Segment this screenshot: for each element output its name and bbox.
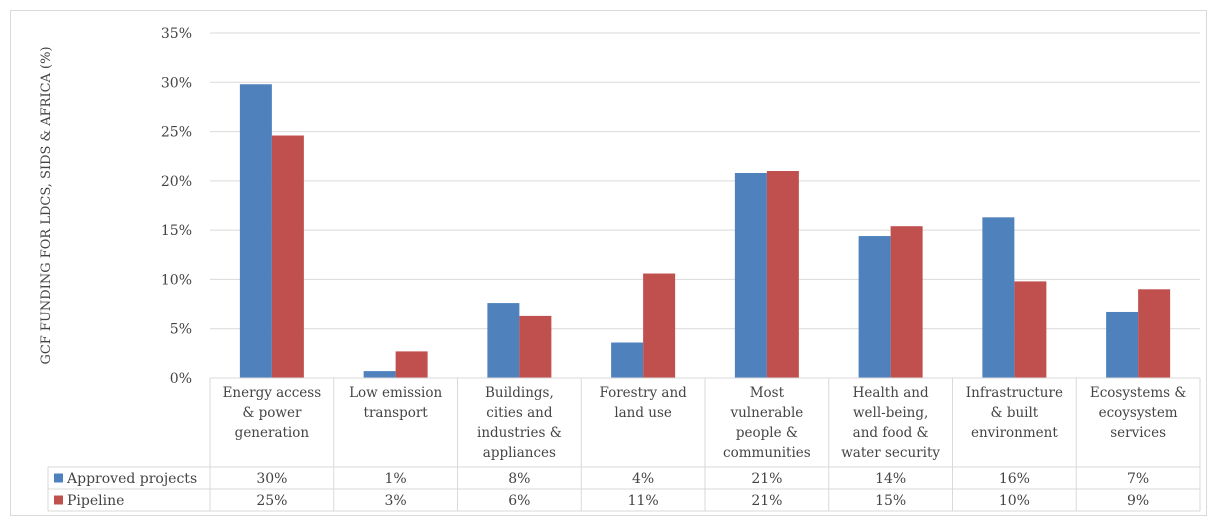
data-label: 6%: [508, 493, 530, 509]
category-label: Infrastructure & built environment: [966, 385, 1063, 441]
category-label: Buildings, cities and industries & applianc…: [477, 385, 562, 461]
category-label-line: appliances: [483, 445, 556, 461]
category-label-line: communities: [723, 445, 811, 461]
category-label-line: Forestry and: [599, 385, 687, 401]
category-label: Energy access & power generation: [223, 385, 322, 441]
category-label-line: Low emission: [349, 385, 442, 401]
bar-pipeline: [890, 226, 923, 378]
category-label-line: Buildings,: [485, 385, 554, 401]
data-label: 30%: [256, 471, 287, 487]
category-label-line: ecoysystem: [1099, 405, 1178, 421]
category-label-line: Energy access: [223, 385, 322, 401]
bar-pipeline: [395, 351, 428, 378]
bar-approved: [363, 371, 396, 378]
data-label: 7%: [1127, 471, 1149, 487]
data-label: 4%: [632, 471, 654, 487]
category-label: Most vulnerable people & communities: [723, 385, 811, 461]
category-label: Health and well-being, and food & water sec…: [841, 385, 940, 461]
category-label: Low emission transport: [349, 385, 442, 421]
category-label-line: well-being,: [853, 405, 928, 421]
data-label: 10%: [999, 493, 1030, 509]
category-label-line: services: [1110, 425, 1166, 441]
data-label: 1%: [385, 471, 407, 487]
data-label: 3%: [385, 493, 407, 509]
y-tick-label: 30%: [161, 75, 192, 91]
data-label: 9%: [1127, 493, 1149, 509]
category-label-line: Ecosystems &: [1090, 385, 1186, 401]
bar-approved: [734, 172, 767, 378]
legend-label: Approved projects: [66, 471, 197, 487]
category-label-line: environment: [971, 425, 1058, 441]
legend-label: Pipeline: [67, 493, 124, 509]
y-tick-label: 0%: [170, 371, 192, 387]
bar-approved: [982, 217, 1015, 378]
category-label-line: cities and: [486, 405, 553, 421]
category-label-line: Most: [750, 385, 785, 401]
y-tick-label: 15%: [161, 223, 192, 239]
y-tick-label: 25%: [161, 125, 192, 141]
bar-approved: [487, 303, 520, 378]
bar-pipeline: [1138, 289, 1171, 378]
data-label: 21%: [751, 471, 782, 487]
bar-pipeline: [519, 315, 552, 378]
bar-pipeline: [1014, 281, 1047, 378]
data-label: 15%: [875, 493, 906, 509]
bar-pipeline: [271, 135, 304, 378]
data-label: 21%: [751, 493, 782, 509]
category-label-line: Infrastructure: [966, 385, 1063, 401]
bar-approved: [239, 84, 272, 378]
category-label-line: & power: [242, 405, 302, 421]
category-label: Forestry and land use: [599, 385, 687, 421]
bar-pipeline: [643, 273, 676, 378]
legend-key-pipeline: [54, 495, 63, 505]
category-label: Ecosystems & ecoysystem services: [1090, 385, 1186, 441]
data-label: 11%: [628, 493, 659, 509]
data-label: 25%: [256, 493, 287, 509]
bar-approved: [1106, 311, 1139, 378]
data-label: 16%: [999, 471, 1030, 487]
category-label-line: transport: [364, 405, 429, 421]
category-label-line: industries &: [477, 425, 562, 441]
y-tick-label: 5%: [170, 322, 192, 338]
y-axis-label: GCF FUNDING FOR LDCS, SIDS & AFRICA (%): [39, 46, 54, 364]
category-label-line: land use: [614, 405, 672, 421]
y-tick-label: 20%: [161, 174, 192, 190]
category-label-line: people &: [736, 425, 798, 441]
data-label: 8%: [508, 471, 530, 487]
chart-border: [10, 10, 1207, 516]
category-label-line: water security: [841, 445, 940, 461]
data-label: 14%: [875, 471, 906, 487]
y-tick-label: 35%: [161, 26, 192, 42]
category-label-line: Health and: [853, 385, 929, 401]
category-label-line: and food &: [853, 425, 929, 441]
legend-key-approved: [54, 473, 63, 483]
bar-approved: [858, 236, 891, 378]
y-tick-label: 10%: [161, 272, 192, 288]
bar-approved: [611, 342, 644, 378]
category-label-line: & built: [991, 405, 1039, 421]
category-label-line: vulnerable: [729, 405, 803, 421]
bar-pipeline: [766, 171, 799, 378]
category-label-line: generation: [235, 425, 310, 441]
